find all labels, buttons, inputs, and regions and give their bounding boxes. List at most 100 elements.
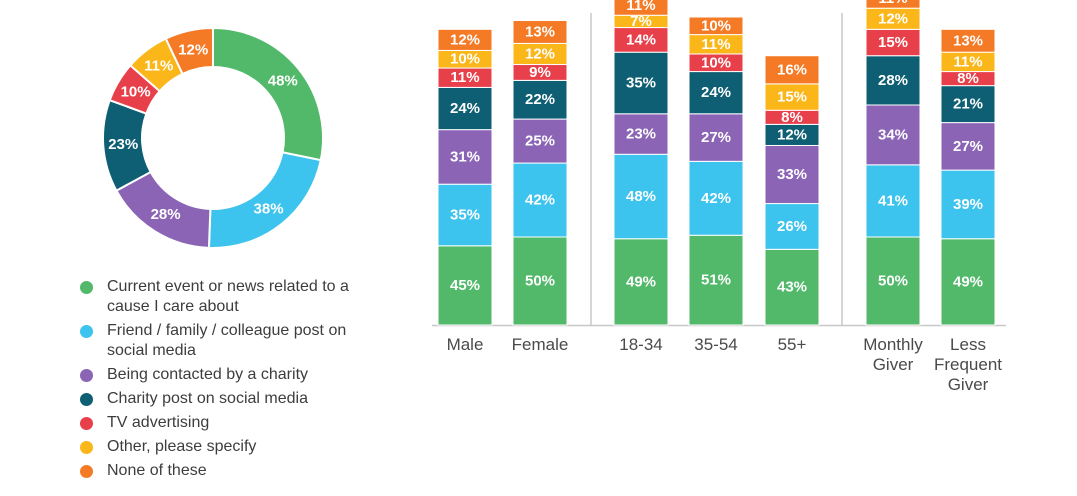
bar-value-label: 14%	[626, 31, 656, 48]
category-label: Less Frequent Giver	[934, 335, 1002, 394]
legend-swatch	[80, 417, 93, 430]
bar-segment	[865, 104, 921, 166]
bar-segment	[865, 236, 921, 326]
bar-value-label: 43%	[777, 279, 807, 296]
bar-segment	[613, 0, 669, 16]
bar-segment	[688, 71, 744, 115]
legend-label: TV advertising	[107, 414, 210, 431]
legend-label: None of these	[107, 462, 207, 479]
bar-segment	[437, 245, 493, 326]
bar-value-label: 11%	[626, 0, 655, 14]
donut-slice-label: 48%	[268, 73, 298, 90]
bar-segment	[437, 28, 493, 51]
bar-segment	[512, 236, 568, 326]
bar-value-label: 45%	[450, 277, 480, 294]
bar-segment	[688, 234, 744, 326]
bar-value-label: 34%	[878, 126, 908, 143]
legend-item: Charity post on social media	[80, 389, 380, 409]
donut-slice-label: 28%	[151, 206, 181, 223]
bar-segment	[512, 162, 568, 238]
bar-value-label: 12%	[525, 45, 555, 62]
legend: Current event or news related to a cause…	[80, 277, 380, 485]
bar-value-label: 21%	[953, 96, 983, 113]
bar-segment	[688, 113, 744, 162]
category-label: 35-54	[694, 335, 737, 354]
donut-slice-label: 10%	[121, 84, 151, 101]
bar-segment	[764, 144, 820, 205]
bar-value-label: 27%	[701, 129, 731, 146]
bar-segment	[512, 20, 568, 44]
stacked-bar-chart: 45%35%31%24%11%10%12%Male50%42%25%22%9%1…	[432, 0, 1006, 394]
bar-segment	[865, 164, 921, 238]
bar-value-label: 49%	[953, 273, 983, 290]
category-label: Female	[512, 335, 569, 354]
bar-value-label: 8%	[957, 70, 979, 87]
bar-value-label: 13%	[953, 32, 983, 49]
bar-value-label: 12%	[450, 31, 480, 48]
legend-swatch	[80, 441, 93, 454]
category-label: 18-34	[619, 335, 662, 354]
bar-segment	[940, 28, 996, 53]
bar-value-label: 10%	[450, 51, 480, 68]
bar-value-label: 13%	[525, 23, 555, 40]
bar-value-label: 35%	[450, 207, 480, 224]
bar-segment	[613, 27, 669, 53]
bar-value-label: 24%	[701, 84, 731, 101]
bar-value-label: 11%	[878, 0, 907, 7]
donut-slice-label: 12%	[178, 42, 208, 59]
bar-segment	[764, 83, 820, 111]
bar-value-label: 7%	[630, 13, 652, 30]
bar-segment	[613, 238, 669, 326]
bar-value-label: 15%	[878, 34, 908, 51]
bar-value-label: 39%	[953, 196, 983, 213]
category-label: 55+	[778, 335, 807, 354]
bar-value-label: 12%	[777, 126, 807, 143]
bar-value-label: 49%	[626, 273, 656, 290]
bar-value-label: 50%	[525, 273, 555, 290]
bar-segment	[865, 55, 921, 106]
donut-slice-label: 23%	[108, 136, 138, 153]
bar-value-label: 28%	[878, 72, 908, 89]
bar-value-label: 15%	[777, 89, 807, 106]
legend-item: Friend / family / colleague post on soci…	[80, 321, 380, 361]
legend-item: Being contacted by a charity	[80, 365, 380, 385]
legend-swatch	[80, 369, 93, 382]
bar-value-label: 51%	[701, 272, 731, 289]
category-label: Male	[447, 335, 484, 354]
bar-value-label: 23%	[626, 126, 656, 143]
legend-swatch	[80, 325, 93, 338]
bar-segment	[865, 28, 921, 57]
legend-item: Current event or news related to a cause…	[80, 277, 380, 317]
bar-segment	[437, 86, 493, 131]
bar-value-label: 42%	[525, 192, 555, 209]
bar-value-label: 11%	[701, 36, 730, 53]
bar-value-label: 9%	[529, 64, 551, 81]
bar-value-label: 35%	[626, 75, 656, 92]
legend-label: Current event or news related to a cause…	[107, 278, 349, 315]
donut-slice-label: 38%	[254, 200, 284, 217]
legend-item: None of these	[80, 461, 380, 481]
bar-value-label: 26%	[777, 218, 807, 235]
bar-value-label: 22%	[525, 91, 555, 108]
bar-segment	[512, 118, 568, 164]
bar-value-label: 12%	[878, 10, 908, 27]
bar-value-label: 10%	[701, 54, 731, 71]
bar-segment	[437, 183, 493, 247]
bar-value-label: 50%	[878, 273, 908, 290]
donut-chart: 48% 38% 28% 23% 10% 11% 12%	[102, 26, 324, 249]
legend-item: TV advertising	[80, 413, 380, 433]
bar-segment	[764, 248, 820, 326]
bar-value-label: 41%	[878, 192, 908, 209]
bar-segment	[613, 51, 669, 115]
bar-value-label: 11%	[953, 53, 982, 70]
bar-value-label: 24%	[450, 100, 480, 117]
legend-label: Friend / family / colleague post on soci…	[107, 322, 347, 359]
bar-value-label: 31%	[450, 148, 480, 165]
bar-value-label: 11%	[450, 69, 479, 86]
bar-segment	[613, 113, 669, 155]
bar-segment	[940, 85, 996, 124]
bar-segment	[940, 169, 996, 240]
donut-slice	[212, 26, 324, 162]
bar-value-label: 8%	[781, 109, 803, 126]
